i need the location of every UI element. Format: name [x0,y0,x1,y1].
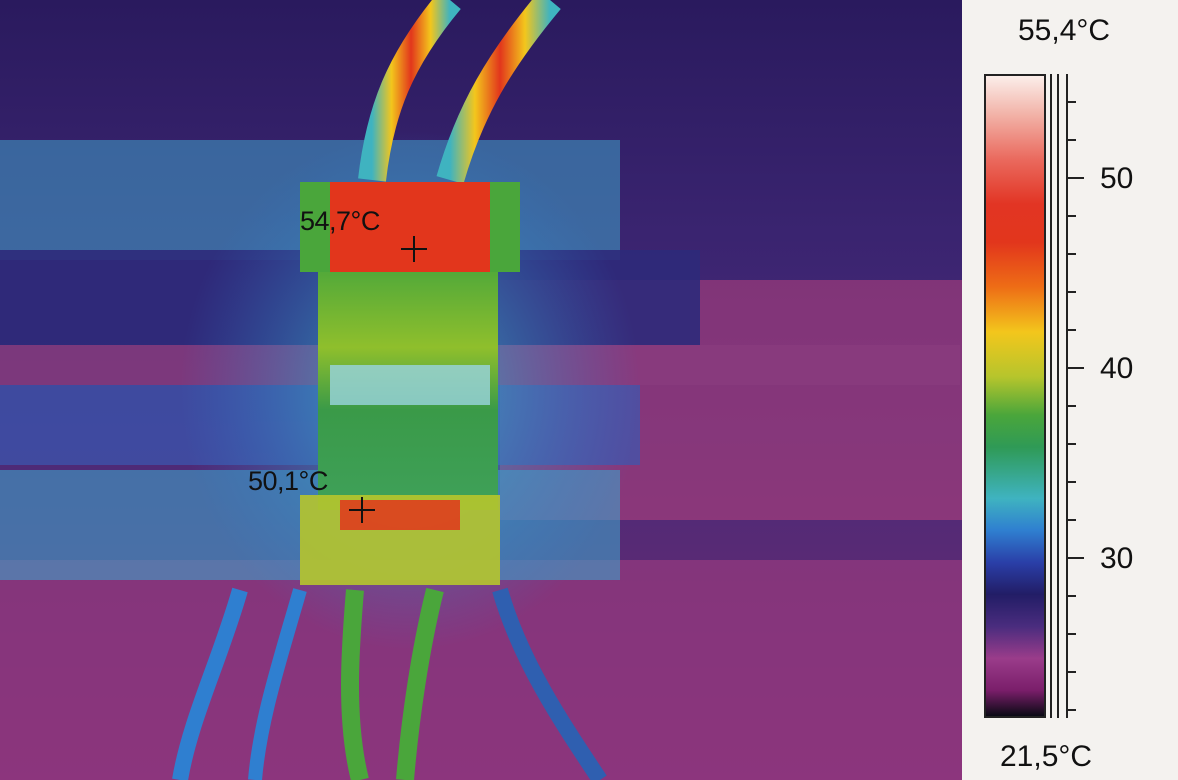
scale-minor-tick [1066,633,1076,635]
scale-minor-tick [1066,405,1076,407]
scale-minor-tick [1066,443,1076,445]
scale-minor-tick [1066,101,1076,103]
scale-rail [1057,74,1059,718]
scale-minor-tick [1066,595,1076,597]
spot-crosshair-1-icon [401,236,427,262]
scale-minor-tick [1066,481,1076,483]
spot-crosshair-2-icon [349,497,375,523]
scale-minor-tick [1066,329,1076,331]
thermal-scene [0,0,962,780]
scale-min-temp: 21,5°C [1000,740,1093,773]
scale-minor-tick [1066,519,1076,521]
scale-minor-tick [1066,215,1076,217]
scale-minor-tick [1066,291,1076,293]
scale-minor-tick [1066,253,1076,255]
spot-temp-label-1: 54,7°C [300,206,380,236]
scale-minor-tick [1066,671,1076,673]
scale-max-temp: 55,4°C [1018,14,1111,47]
scale-tick-label: 40 [1100,352,1134,385]
thermal-image: 54,7°C 50,1°C [0,0,962,780]
scale-major-tick [1066,367,1084,369]
color-scale-bar [984,74,1046,718]
scale-minor-tick [1066,709,1076,711]
scale-minor-tick [1066,139,1076,141]
scale-rail [1050,74,1052,718]
scale-axis [1066,74,1068,718]
spot-temp-label-2: 50,1°C [248,466,328,496]
scale-tick-label: 50 [1100,162,1134,195]
scale-tick-label: 30 [1100,542,1134,575]
scale-major-tick [1066,177,1084,179]
scale-major-tick [1066,557,1084,559]
